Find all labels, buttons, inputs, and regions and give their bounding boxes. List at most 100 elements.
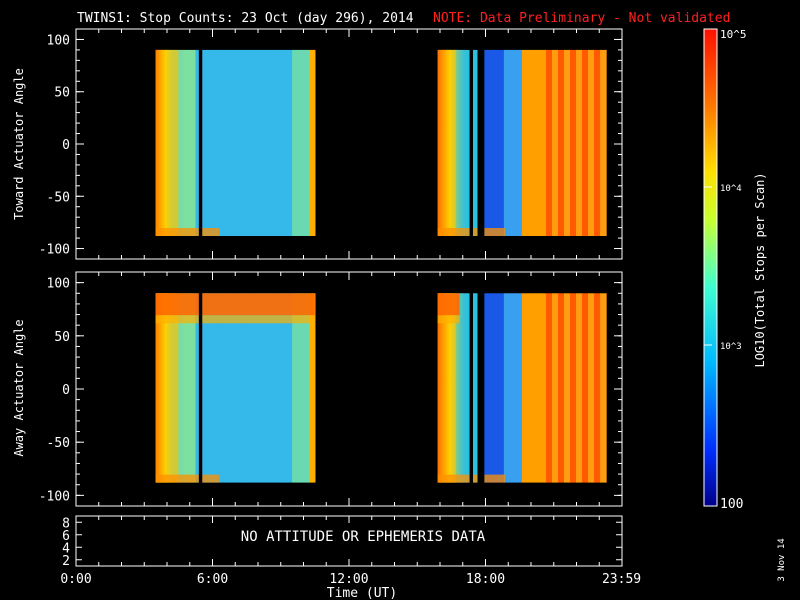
heatmap-cell — [497, 293, 505, 483]
heatmap-cell — [269, 49, 276, 237]
heatmap-cell — [533, 49, 541, 237]
data-gap — [198, 48, 203, 238]
time-axis-labels: 0:00 6:00 12:00 18:00 23:59 — [60, 572, 641, 587]
toward-heatmap — [155, 48, 607, 238]
heatmap-cell — [195, 293, 202, 483]
heatmap-cell — [275, 49, 282, 237]
heatmap-cell — [600, 49, 607, 237]
y-tick-label: -50 — [47, 436, 70, 451]
heatmap-cell — [252, 293, 259, 483]
heatmap-cell — [539, 293, 547, 483]
toward-angle-panel: 100 50 0 -50 -100 Toward Actuator Angle — [12, 28, 623, 260]
heatmap-cell — [588, 49, 595, 237]
heatmap-cell — [223, 293, 231, 483]
heatmap-cell — [485, 293, 493, 483]
heatmap-cell — [275, 293, 282, 483]
y-tick-label: 100 — [47, 277, 70, 292]
colorbar-tick-label: 10^5 — [720, 28, 747, 41]
heatmap-cell — [212, 293, 219, 483]
heatmap-cell — [551, 293, 559, 483]
preliminary-note: NOTE: Data Preliminary - Not validated — [433, 11, 730, 26]
heatmap-cell — [303, 49, 310, 237]
y-tick-label: 2 — [62, 554, 70, 569]
heatmap-cell — [258, 293, 265, 483]
heatmap-cell — [533, 293, 541, 483]
data-gap — [477, 48, 485, 238]
heatmap-cell — [570, 293, 577, 483]
heatmap-cell — [258, 49, 265, 237]
y-tick-label: 4 — [62, 541, 70, 556]
x-tick-label: 6:00 — [197, 572, 228, 587]
heatmap-edge — [155, 49, 185, 237]
away-axes: 100 50 0 -50 -100 — [39, 272, 623, 506]
heatmap-cell — [292, 293, 299, 483]
heatmap-cell — [206, 49, 214, 237]
heatmap-cell — [521, 293, 529, 483]
heatmap-cell — [309, 293, 316, 483]
heatmap-cell — [545, 49, 553, 237]
heatmap-cell — [563, 293, 571, 483]
heatmap-edge — [155, 293, 185, 483]
heatmap-cell — [503, 293, 511, 483]
y-tick-label: 100 — [47, 33, 70, 48]
heatmap-cell — [246, 49, 253, 237]
x-tick-label: 0:00 — [60, 572, 91, 587]
heatmap-cell — [201, 293, 208, 483]
heatmap-cell — [527, 49, 535, 237]
heatmap-cell — [485, 49, 493, 237]
heatmap-cell — [286, 49, 293, 237]
heatmap-cell — [557, 293, 565, 483]
heatmap-cell — [473, 293, 481, 483]
heatmap-cell — [240, 49, 248, 237]
heatmap-band — [155, 293, 315, 316]
heatmap-cell — [269, 293, 276, 483]
y-tick-label: 0 — [62, 138, 70, 153]
heatmap-band — [155, 228, 220, 236]
heatmap-cell — [515, 49, 523, 237]
away-angle-panel: 100 50 0 -50 -100 Away Actuator Angle — [12, 271, 623, 507]
heatmap-cell — [594, 49, 601, 237]
heatmap-cell — [195, 49, 202, 237]
heatmap-cell — [263, 293, 270, 483]
heatmap-cell — [235, 293, 242, 483]
heatmap-cell — [588, 293, 595, 483]
y-tick-label: 50 — [54, 86, 70, 101]
away-ylabel: Away Actuator Angle — [12, 319, 26, 456]
y-tick-label: -50 — [47, 190, 70, 205]
heatmap-cell — [212, 49, 219, 237]
heatmap-cell — [309, 49, 316, 237]
heatmap-cell — [491, 293, 499, 483]
heatmap-cell — [576, 293, 583, 483]
heatmap-cell — [582, 293, 589, 483]
colorbar-label: LOG10(Total Stops per Scan) — [753, 172, 767, 367]
date-stamp: 3 Nov 14 — [777, 538, 787, 581]
heatmap-cell — [570, 49, 577, 237]
heatmap-cell — [292, 49, 299, 237]
heatmap-cell — [600, 293, 607, 483]
heatmap-band — [155, 315, 315, 324]
heatmap-cell — [303, 293, 310, 483]
heatmap-cell — [252, 49, 259, 237]
heatmap-cell — [297, 49, 305, 237]
heatmap-cell — [545, 293, 553, 483]
heatmap-band — [155, 474, 220, 483]
heatmap-cell — [503, 49, 511, 237]
heatmap-cell — [206, 293, 214, 483]
heatmap-cell — [582, 49, 589, 237]
figure-title: TWINS1: Stop Counts: 23 Oct (day 296), 2… — [77, 11, 414, 26]
y-tick-label: -100 — [39, 489, 70, 504]
data-gap — [198, 292, 203, 484]
heatmap-cell — [263, 49, 270, 237]
y-tick-label: 50 — [54, 330, 70, 345]
no-data-message: NO ATTITUDE OR EPHEMERIS DATA — [241, 529, 486, 545]
heatmap-cell — [551, 49, 559, 237]
colorbar-tick-label: 10^4 — [720, 184, 742, 194]
heatmap-cell — [539, 49, 547, 237]
heatmap-cell — [184, 293, 191, 483]
heatmap-cell — [184, 49, 191, 237]
heatmap-cell — [235, 49, 242, 237]
heatmap-band — [437, 315, 460, 324]
heatmap-cell — [473, 49, 481, 237]
